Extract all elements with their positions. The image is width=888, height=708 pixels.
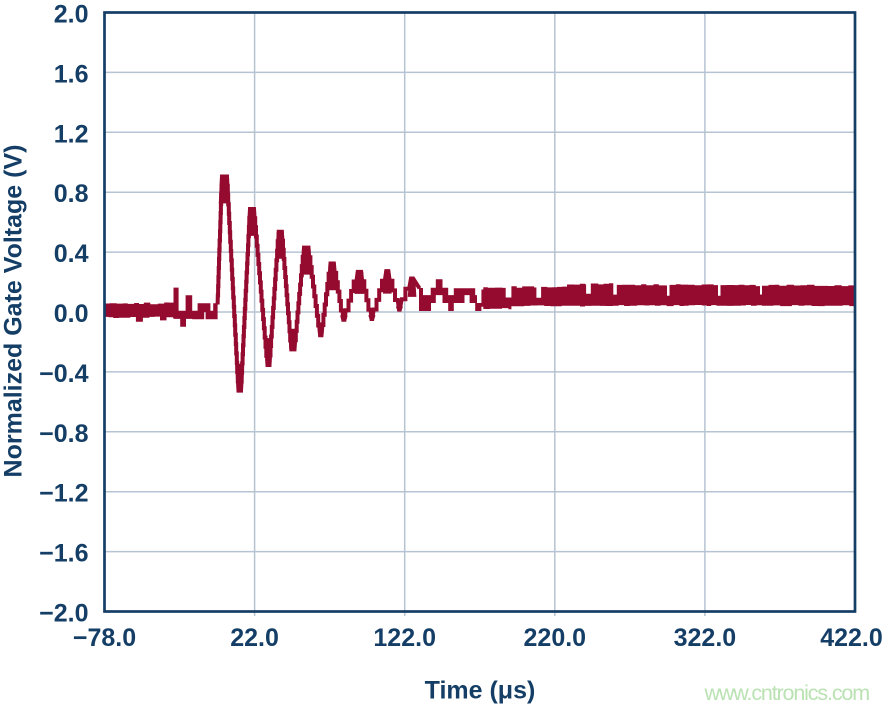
svg-text:422.0: 422.0 [820, 624, 883, 652]
svg-text:2.0: 2.0 [54, 1, 89, 29]
svg-text:220.0: 220.0 [524, 624, 587, 652]
svg-text:22.0: 22.0 [230, 624, 279, 652]
svg-text:−78.0: −78.0 [73, 624, 136, 652]
svg-text:Time (μs): Time (μs) [425, 677, 536, 705]
svg-text:−1.6: −1.6 [39, 540, 88, 568]
svg-text:1.2: 1.2 [54, 120, 89, 148]
svg-text:−0.8: −0.8 [39, 420, 88, 448]
svg-text:322.0: 322.0 [674, 624, 737, 652]
svg-text:−1.2: −1.2 [39, 480, 88, 508]
svg-text:0.0: 0.0 [54, 300, 89, 328]
svg-text:−0.4: −0.4 [39, 360, 88, 388]
svg-text:−2.0: −2.0 [39, 600, 88, 628]
svg-text:Normalized Gate Voltage (V): Normalized Gate Voltage (V) [0, 145, 28, 478]
svg-text:1.6: 1.6 [54, 60, 89, 88]
svg-text:www.cntronics.com: www.cntronics.com [704, 681, 870, 705]
svg-text:0.8: 0.8 [54, 180, 89, 208]
svg-text:0.4: 0.4 [54, 240, 89, 268]
svg-text:122.0: 122.0 [373, 624, 436, 652]
